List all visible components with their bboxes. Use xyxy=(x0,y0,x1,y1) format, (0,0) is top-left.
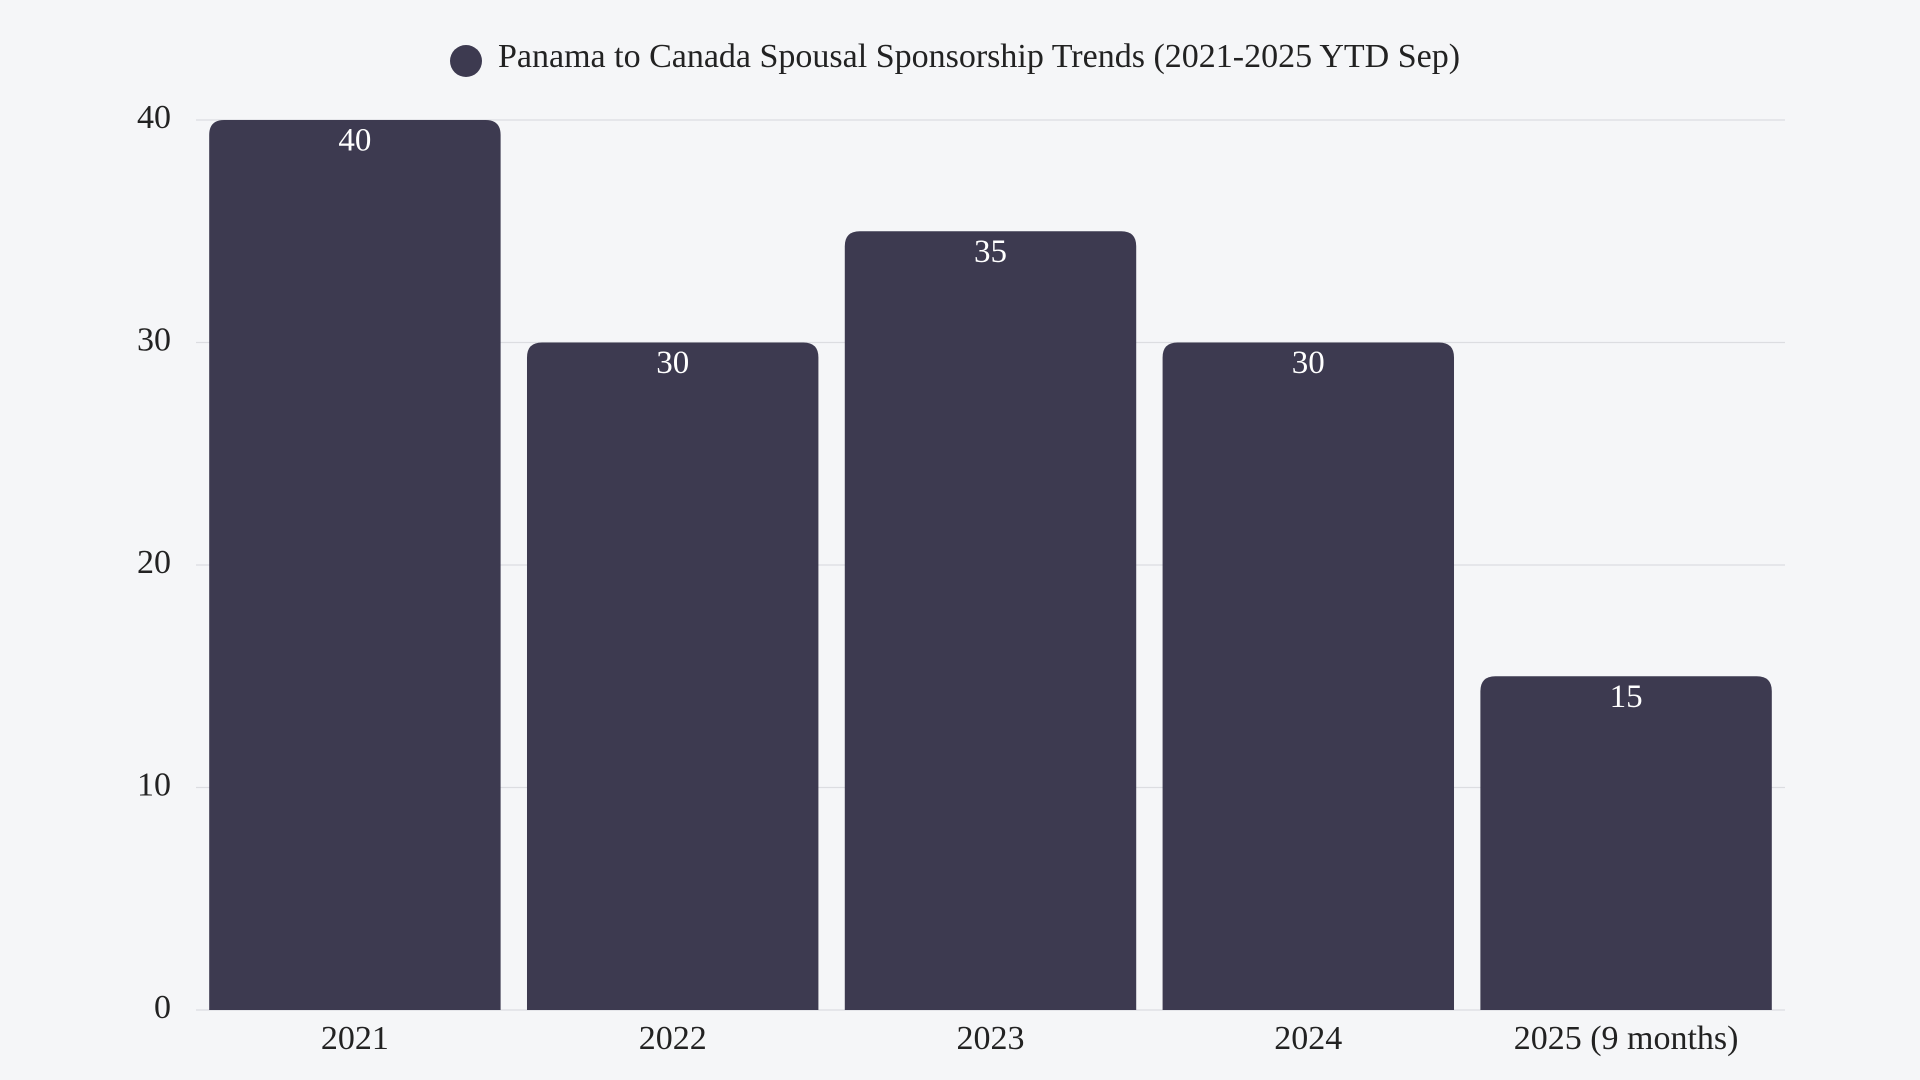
bar xyxy=(1162,342,1455,1010)
data-label: 40 xyxy=(338,123,371,159)
x-tick-label: 2021 xyxy=(321,1020,389,1057)
legend-swatch xyxy=(450,45,482,77)
x-tick-label: 2024 xyxy=(1274,1020,1342,1057)
legend-label: Panama to Canada Spousal Sponsorship Tre… xyxy=(498,38,1460,75)
bar xyxy=(209,120,501,1010)
x-tick-label: 2023 xyxy=(957,1020,1025,1057)
data-label: 30 xyxy=(1292,345,1325,381)
data-label: 15 xyxy=(1610,679,1643,715)
y-tick-label: 10 xyxy=(137,766,171,803)
bar xyxy=(1480,676,1772,1010)
y-tick-label: 40 xyxy=(137,99,171,136)
data-label: 30 xyxy=(656,345,689,381)
data-label: 35 xyxy=(974,234,1007,270)
x-tick-label: 2022 xyxy=(639,1020,707,1057)
bar xyxy=(844,231,1137,1010)
y-tick-label: 30 xyxy=(137,321,171,358)
y-tick-label: 20 xyxy=(137,544,171,581)
x-tick-label: 2025 (9 months) xyxy=(1514,1020,1739,1057)
bar xyxy=(526,342,819,1010)
y-tick-label: 0 xyxy=(154,989,171,1026)
